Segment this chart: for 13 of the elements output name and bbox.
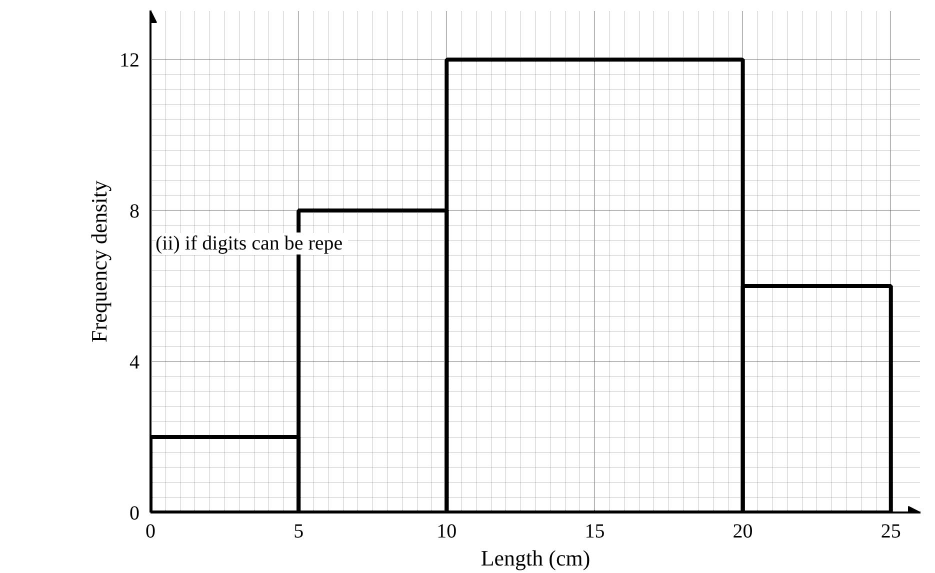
x-tick-label: 10 [436,520,457,542]
y-axis-title: Frequency density [86,180,112,342]
y-tick-label: 12 [120,50,140,72]
y-tick-label: 8 [130,200,140,223]
x-axis-title: Length (cm) [480,546,590,570]
y-tick-label: 0 [130,502,140,524]
x-tick-label: 5 [294,520,304,542]
x-tick-label: 25 [880,520,901,542]
y-tick-label: 4 [130,352,140,374]
annotation: (ii) if digits can be repe [156,232,343,254]
x-tick-label: 15 [584,520,605,542]
x-tick-label: 0 [146,520,156,542]
x-tick-label: 20 [732,520,753,542]
